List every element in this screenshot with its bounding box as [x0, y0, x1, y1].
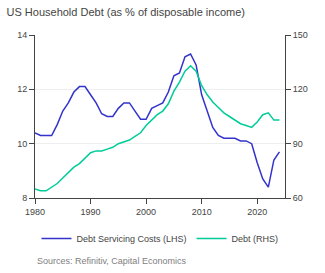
svg-text:14: 14: [17, 30, 27, 40]
svg-text:Debt Servicing Costs (LHS): Debt Servicing Costs (LHS): [77, 234, 187, 244]
svg-text:Debt (RHS): Debt (RHS): [232, 234, 279, 244]
svg-text:2020: 2020: [247, 207, 267, 217]
svg-text:12: 12: [17, 84, 27, 94]
svg-text:US Household Debt (as % of dis: US Household Debt (as % of disposable in…: [7, 6, 245, 18]
svg-text:10: 10: [17, 139, 27, 149]
svg-text:120: 120: [293, 84, 308, 94]
svg-text:2000: 2000: [136, 207, 156, 217]
svg-text:1990: 1990: [81, 207, 101, 217]
svg-text:2010: 2010: [192, 207, 212, 217]
svg-text:60: 60: [293, 193, 303, 203]
svg-text:90: 90: [293, 139, 303, 149]
svg-text:1980: 1980: [25, 207, 45, 217]
svg-text:Sources: Refinitiv, Capital Ec: Sources: Refinitiv, Capital Economics: [37, 256, 186, 266]
svg-text:8: 8: [22, 193, 27, 203]
svg-text:150: 150: [293, 30, 308, 40]
